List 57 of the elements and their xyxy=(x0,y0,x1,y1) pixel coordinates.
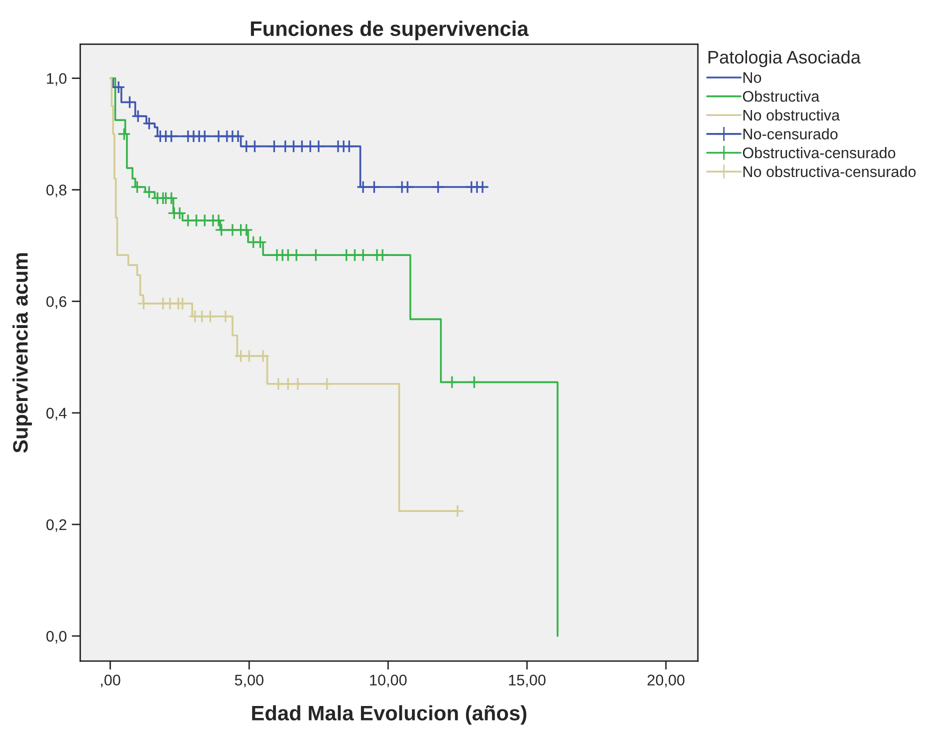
legend-label: No obstructiva xyxy=(743,109,840,121)
point xyxy=(312,140,326,153)
point xyxy=(320,377,334,391)
point xyxy=(309,248,322,262)
legend-label: No xyxy=(743,72,762,83)
point xyxy=(281,377,295,391)
point xyxy=(173,206,186,220)
point xyxy=(445,376,459,389)
point xyxy=(256,349,270,363)
point xyxy=(231,130,245,143)
legend-label: No obstructiva-censurado xyxy=(743,166,916,178)
point xyxy=(368,180,381,194)
x-tick-label: 20,00 xyxy=(648,674,684,688)
x-tick-label: 15,00 xyxy=(509,674,546,688)
y-tick-label: 0,0 xyxy=(46,630,66,644)
point xyxy=(112,80,126,94)
point xyxy=(204,310,217,324)
point xyxy=(117,127,131,141)
point xyxy=(291,377,304,391)
point xyxy=(198,130,212,143)
point xyxy=(268,140,281,153)
y-tick-label: 0,6 xyxy=(46,296,66,309)
point xyxy=(356,248,370,262)
point xyxy=(214,223,228,237)
point xyxy=(240,223,254,237)
y-axis-title: Supervivencia acum xyxy=(12,253,32,453)
point xyxy=(254,236,267,249)
point xyxy=(142,185,156,199)
y-tick-label: 1,0 xyxy=(46,73,66,86)
y-tick-label: 0,4 xyxy=(46,408,67,420)
chart-title: Funciones de supervivencia xyxy=(250,20,529,40)
point xyxy=(450,504,464,518)
y-tick-label: 0,2 xyxy=(46,519,66,532)
x-axis-title: Edad Mala Evolucion (años) xyxy=(252,705,526,725)
point xyxy=(131,110,145,123)
point xyxy=(123,96,136,109)
point xyxy=(468,376,481,389)
point xyxy=(142,116,156,130)
point xyxy=(130,180,144,194)
point xyxy=(431,180,445,194)
point xyxy=(342,140,356,153)
y-tick-label: 0,8 xyxy=(46,184,66,198)
point xyxy=(272,377,285,391)
legend-label: Obstructiva-censurado xyxy=(742,147,896,158)
point xyxy=(136,296,150,310)
x-tick-label: ,00 xyxy=(101,674,120,688)
x-tick-label: 5,00 xyxy=(234,674,264,688)
point xyxy=(290,248,304,262)
point xyxy=(164,192,178,205)
x-tick-label: 10,00 xyxy=(370,674,407,688)
point xyxy=(164,130,178,143)
legend-label: Obstructiva xyxy=(742,90,820,102)
legend-title: Patologia Asociada xyxy=(708,50,861,68)
point xyxy=(248,140,262,153)
point xyxy=(218,310,232,324)
point xyxy=(356,180,370,194)
legend-label: No-censurado xyxy=(743,128,838,140)
